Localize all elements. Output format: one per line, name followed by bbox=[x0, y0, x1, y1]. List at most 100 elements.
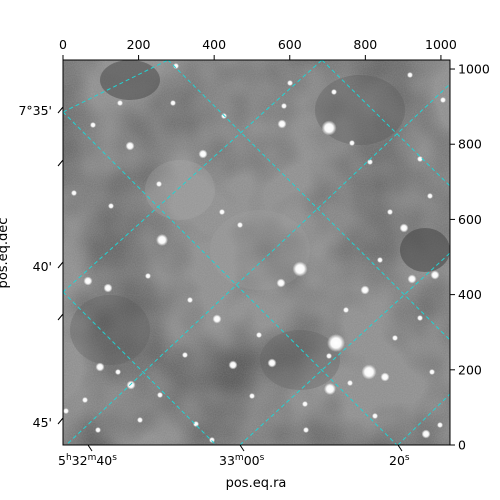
top-axis-tick-label: 600 bbox=[278, 37, 302, 52]
star bbox=[429, 369, 435, 375]
star bbox=[343, 307, 349, 313]
star bbox=[440, 97, 446, 103]
grid-line bbox=[65, 83, 450, 445]
star bbox=[95, 427, 101, 433]
star bbox=[267, 358, 277, 368]
star bbox=[95, 362, 105, 372]
ra-axis: 5h32m40s 33m00s 20s bbox=[58, 444, 410, 468]
ra-tick-label: 5h32m40s bbox=[58, 453, 117, 468]
coordinate-grid bbox=[63, 60, 450, 445]
star bbox=[209, 437, 215, 443]
dec-tick bbox=[57, 159, 64, 167]
star bbox=[372, 413, 378, 419]
star bbox=[63, 408, 69, 414]
star bbox=[156, 234, 168, 246]
star bbox=[321, 120, 337, 136]
dec-tick-label: 7°35' bbox=[18, 103, 52, 118]
star bbox=[108, 203, 114, 209]
star bbox=[277, 119, 287, 129]
dec-axis: 7°35' 40' 45' bbox=[18, 103, 64, 430]
star bbox=[157, 392, 163, 398]
dec-tick-label: 40' bbox=[33, 259, 52, 274]
dec-tick bbox=[57, 106, 64, 114]
star bbox=[71, 190, 77, 196]
star bbox=[276, 278, 286, 288]
star bbox=[212, 314, 222, 324]
star bbox=[407, 72, 413, 78]
ra-tick bbox=[87, 444, 93, 452]
grid-line bbox=[397, 393, 450, 445]
star bbox=[380, 372, 390, 382]
star bbox=[377, 257, 383, 263]
star bbox=[360, 285, 370, 295]
star bbox=[430, 270, 440, 280]
star bbox=[367, 159, 373, 165]
ra-tick bbox=[239, 444, 245, 452]
star bbox=[90, 122, 96, 128]
star bbox=[126, 380, 136, 390]
y-axis-label: pos.eq.dec bbox=[0, 218, 11, 289]
ra-tick bbox=[397, 444, 403, 452]
right-axis-tick-label: 0 bbox=[458, 438, 466, 453]
star bbox=[228, 360, 238, 370]
star bbox=[82, 397, 88, 403]
star bbox=[287, 80, 293, 86]
star bbox=[392, 335, 398, 341]
grid-line bbox=[63, 60, 169, 113]
star bbox=[115, 369, 121, 375]
star bbox=[292, 261, 308, 277]
right-pixel-axis: 0 200 400 600 800 1000 bbox=[450, 62, 490, 453]
star bbox=[170, 100, 176, 106]
star bbox=[249, 393, 255, 399]
star bbox=[417, 315, 423, 321]
dec-tick bbox=[57, 417, 64, 425]
top-axis-tick-label: 400 bbox=[202, 37, 226, 52]
grid-line bbox=[321, 60, 450, 187]
star bbox=[187, 297, 193, 303]
star bbox=[182, 352, 188, 358]
star bbox=[387, 209, 393, 215]
star bbox=[399, 223, 409, 233]
star bbox=[198, 149, 208, 159]
plot-frame bbox=[62, 59, 451, 446]
grid-line bbox=[63, 60, 323, 293]
star bbox=[303, 427, 309, 433]
sky-image bbox=[63, 60, 450, 445]
ra-tick-label: 33m00s bbox=[219, 453, 265, 468]
star bbox=[281, 103, 287, 109]
star bbox=[156, 181, 162, 187]
star bbox=[83, 276, 93, 286]
dec-tick-label: 45' bbox=[33, 415, 52, 430]
star bbox=[173, 63, 179, 69]
star bbox=[326, 353, 332, 359]
star bbox=[427, 193, 433, 199]
star bbox=[324, 383, 336, 395]
star bbox=[125, 141, 135, 151]
x-axis-label: pos.eq.ra bbox=[226, 476, 287, 491]
top-axis-tick-label: 1000 bbox=[425, 37, 457, 52]
right-axis-tick-label: 400 bbox=[458, 287, 482, 302]
star bbox=[421, 429, 431, 439]
star bbox=[302, 401, 308, 407]
star bbox=[361, 364, 377, 380]
star bbox=[327, 334, 345, 352]
star bbox=[193, 421, 199, 427]
star bbox=[117, 100, 123, 106]
top-axis-tick-label: 200 bbox=[127, 37, 151, 52]
top-axis-tick-label: 0 bbox=[59, 37, 67, 52]
star bbox=[437, 422, 443, 428]
star bbox=[417, 156, 423, 162]
star bbox=[349, 140, 355, 146]
star bbox=[145, 273, 151, 279]
top-pixel-axis: 0 200 400 600 800 1000 bbox=[59, 37, 457, 60]
grid-line bbox=[239, 252, 450, 445]
grid-line bbox=[167, 60, 450, 341]
dec-tick bbox=[57, 261, 64, 269]
star bbox=[237, 222, 243, 228]
right-axis-tick-label: 600 bbox=[458, 212, 482, 227]
star bbox=[347, 380, 353, 386]
ra-tick-label: 20s bbox=[389, 453, 410, 468]
star bbox=[407, 274, 417, 284]
star bbox=[219, 209, 225, 215]
